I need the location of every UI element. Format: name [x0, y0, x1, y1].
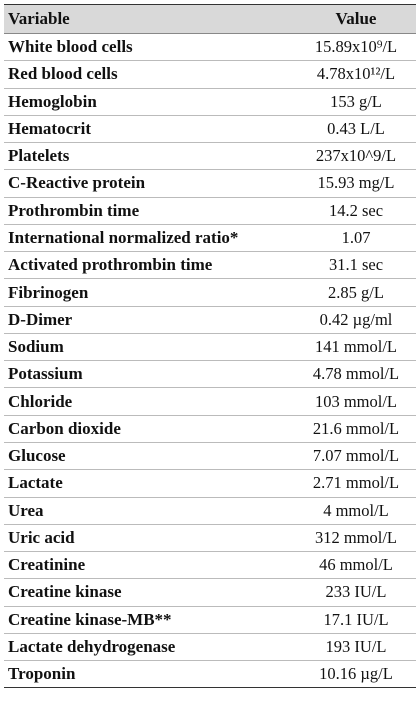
table-row: Prothrombin time 14.2 sec: [4, 197, 416, 225]
value-cell: 46 mmol/L: [319, 555, 393, 575]
table-row: Uric acid 312 mmol/L: [4, 524, 416, 552]
variable-cell: White blood cells: [8, 37, 133, 57]
value-cell: 312 mmol/L: [314, 527, 398, 547]
value-cell: 0.42 µg/ml: [319, 309, 393, 329]
header-row: Variable Value: [4, 4, 416, 34]
variable-cell: Activated prothrombin time: [8, 255, 213, 275]
value-cell: 15.89x10⁹/L: [314, 37, 398, 57]
value-cell: 14.2 sec: [328, 200, 384, 220]
value-cell: 31.1 sec: [328, 255, 384, 275]
table-body: White blood cells 15.89x10⁹/L Red blood ce…: [4, 34, 416, 688]
table-row: White blood cells 15.89x10⁹/L: [4, 34, 416, 61]
variable-cell: D-Dimer: [8, 309, 73, 329]
table-row: Potassium 4.78 mmol/L: [4, 361, 416, 388]
value-cell: 0.43 L/L: [327, 118, 385, 138]
table-row: Fibrinogen 2.85 g/L: [4, 279, 416, 307]
table-row: Creatine kinase-MB** 17.1 IU/L: [4, 606, 416, 634]
variable-cell: Urea: [8, 500, 44, 520]
header-cell: Value: [335, 9, 377, 28]
value-cell: 233 IU/L: [325, 582, 387, 602]
variable-cell: Sodium: [8, 337, 64, 357]
variable-cell: Lactate dehydrogenase: [8, 636, 176, 656]
value-cell: 141 mmol/L: [314, 337, 398, 357]
value-cell: 10.16 µg/L: [319, 664, 393, 684]
variable-cell: Platelets: [8, 146, 70, 166]
table-row: D-Dimer 0.42 µg/ml: [4, 306, 416, 334]
variable-cell: Carbon dioxide: [8, 418, 121, 438]
lab-table: Variable Value White blood cells 15.89x10…: [4, 4, 416, 688]
table-row: Chloride 103 mmol/L: [4, 388, 416, 416]
variable-cell: Creatinine: [8, 555, 86, 575]
variable-cell: Creatine kinase-MB**: [8, 609, 172, 629]
table-row: Urea 4 mmol/L: [4, 497, 416, 525]
variable-cell: Chloride: [8, 391, 73, 411]
table-row: Sodium 141 mmol/L: [4, 333, 416, 361]
table-row: Hemoglobin 153 g/L: [4, 88, 416, 116]
variable-cell: Troponin: [8, 664, 76, 684]
value-cell: 2.71 mmol/L: [312, 473, 400, 493]
table-container: Variable Value White blood cells 15.89x10…: [4, 4, 416, 688]
value-cell: 103 mmol/L: [314, 391, 398, 411]
table-row: Activated prothrombin time 31.1 sec: [4, 252, 416, 279]
table-row: Lactate 2.71 mmol/L: [4, 470, 416, 498]
table-row: Carbon dioxide 21.6 mmol/L: [4, 415, 416, 443]
table-row: International normalized ratio* 1.07: [4, 224, 416, 252]
value-cell: 15.93 mg/L: [317, 173, 395, 193]
variable-cell: Prothrombin time: [8, 200, 140, 220]
value-cell: 4.78 mmol/L: [312, 364, 400, 384]
value-cell: 153 g/L: [330, 91, 382, 111]
variable-cell: Hematocrit: [8, 118, 92, 138]
value-cell: 21.6 mmol/L: [312, 418, 400, 438]
table-row: Platelets 237x10^9/L: [4, 143, 416, 170]
variable-cell: Glucose: [8, 446, 66, 466]
table-row: C-Reactive protein 15.93 mg/L: [4, 170, 416, 198]
variable-cell: Uric acid: [8, 527, 75, 547]
table-row: Creatine kinase 233 IU/L: [4, 579, 416, 607]
value-cell: 193 IU/L: [325, 636, 387, 656]
table-row: Hematocrit 0.43 L/L: [4, 115, 416, 143]
value-cell: 7.07 mmol/L: [312, 446, 400, 466]
table-row: Lactate dehydrogenase 193 IU/L: [4, 633, 416, 661]
variable-cell: C-Reactive protein: [8, 173, 146, 193]
value-cell: 2.85 g/L: [328, 282, 384, 302]
variable-cell: Hemoglobin: [8, 91, 97, 111]
value-cell: 4 mmol/L: [323, 500, 389, 520]
table-header: Variable Value: [4, 4, 416, 34]
header-cell: Variable: [8, 9, 70, 28]
table-row: Creatinine 46 mmol/L: [4, 552, 416, 579]
table-row: Glucose 7.07 mmol/L: [4, 442, 416, 470]
value-cell: 237x10^9/L: [315, 146, 397, 166]
variable-cell: International normalized ratio*: [8, 227, 239, 247]
variable-cell: Fibrinogen: [8, 282, 89, 302]
value-cell: 4.78x10¹²/L: [316, 64, 396, 84]
variable-cell: Lactate: [8, 473, 63, 493]
table-row: Red blood cells 4.78x10¹²/L: [4, 61, 416, 89]
value-cell: 1.07: [341, 227, 371, 247]
variable-cell: Creatine kinase: [8, 582, 122, 602]
variable-cell: Potassium: [8, 364, 83, 384]
variable-cell: Red blood cells: [8, 64, 118, 84]
table-row: Troponin 10.16 µg/L: [4, 661, 416, 688]
value-cell: 17.1 IU/L: [323, 609, 389, 629]
